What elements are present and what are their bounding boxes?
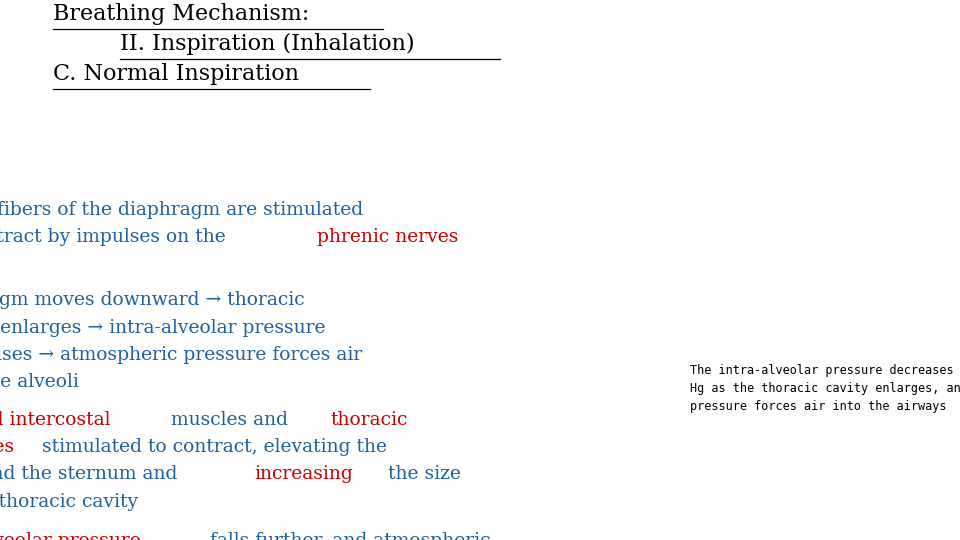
Text: II. Inspiration (Inhalation): II. Inspiration (Inhalation) — [120, 33, 415, 55]
Text: falls further, and atmospheric: falls further, and atmospheric — [204, 532, 490, 540]
Text: External intercostal: External intercostal — [0, 411, 110, 429]
Text: ribs and the sternum and: ribs and the sternum and — [0, 465, 183, 483]
Text: cavity enlarges → intra-alveolar pressure: cavity enlarges → intra-alveolar pressur… — [0, 319, 325, 337]
Text: into the alveoli: into the alveoli — [0, 373, 79, 392]
Text: Breathing Mechanism:: Breathing Mechanism: — [53, 3, 309, 25]
Text: Muscle fibers of the diaphragm are stimulated: Muscle fibers of the diaphragm are stimu… — [0, 200, 363, 219]
Text: the size: the size — [382, 465, 461, 483]
Text: decreases → atmospheric pressure forces air: decreases → atmospheric pressure forces … — [0, 346, 362, 364]
Text: Intra-alveolar pressure: Intra-alveolar pressure — [0, 532, 140, 540]
Text: of the thoracic cavity: of the thoracic cavity — [0, 493, 138, 511]
Text: The intra-alveolar pressure decreases to about 758 mm
Hg as the thoracic cavity : The intra-alveolar pressure decreases to… — [690, 364, 960, 413]
Text: Diaphragm moves downward → thoracic: Diaphragm moves downward → thoracic — [0, 292, 304, 309]
Text: muscles and: muscles and — [164, 411, 294, 429]
Text: phrenic nerves: phrenic nerves — [317, 228, 459, 246]
Text: stimulated to contract, elevating the: stimulated to contract, elevating the — [36, 438, 387, 456]
Text: increasing: increasing — [254, 465, 353, 483]
Text: C. Normal Inspiration: C. Normal Inspiration — [53, 63, 299, 85]
Text: thoracic: thoracic — [331, 411, 408, 429]
Text: to contract by impulses on the: to contract by impulses on the — [0, 228, 231, 246]
Text: muscles: muscles — [0, 438, 14, 456]
